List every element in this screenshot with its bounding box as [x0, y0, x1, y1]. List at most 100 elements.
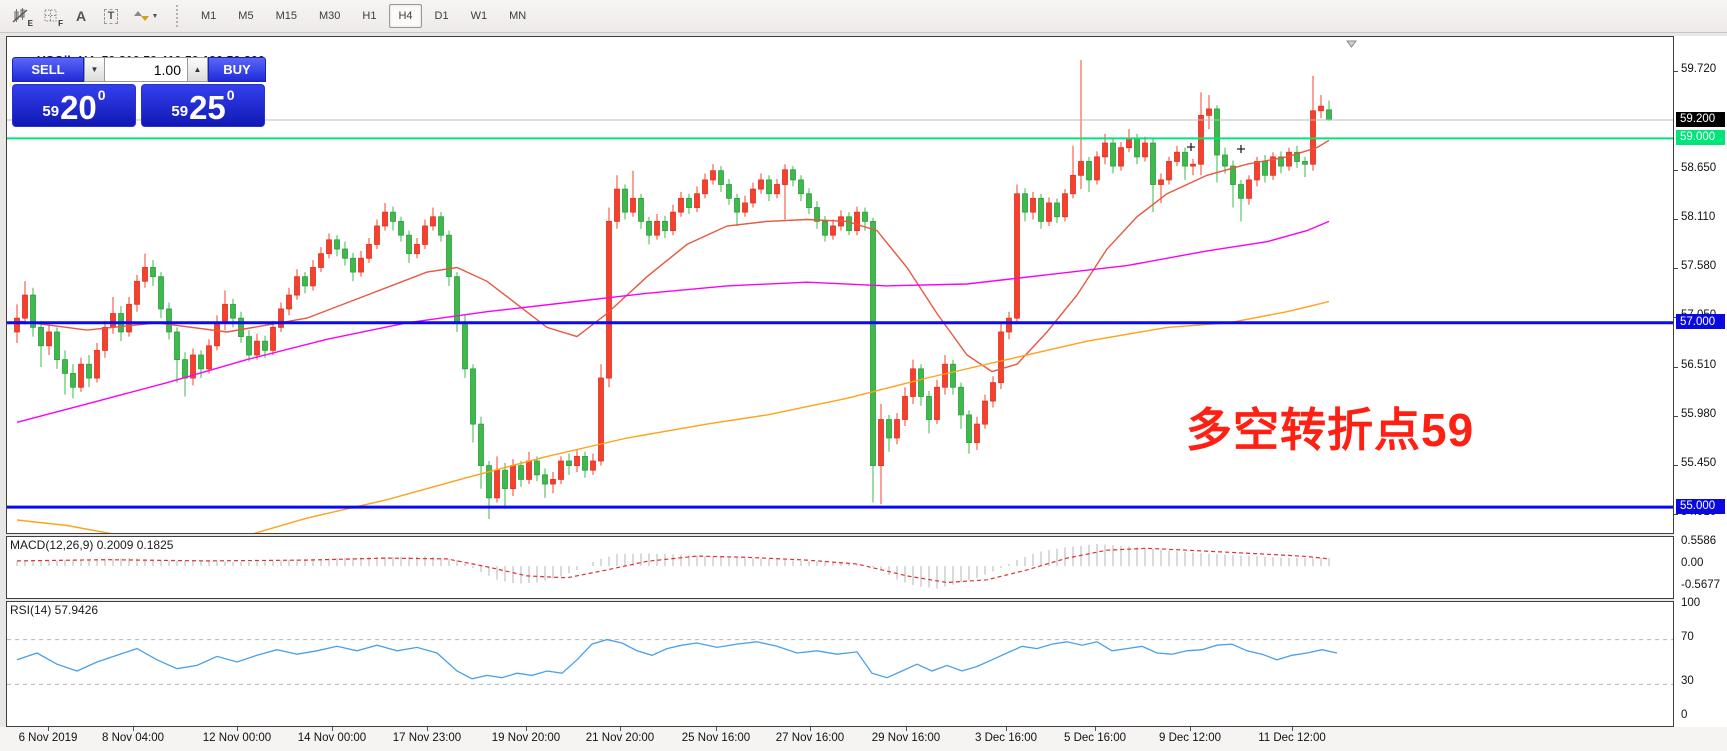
- plus-marker-0: [1187, 143, 1195, 151]
- time-axis-label: 3 Dec 16:00: [974, 732, 1038, 744]
- time-axis-tick: [620, 727, 621, 731]
- plus-marker-1: [1237, 145, 1245, 153]
- icon-badge-e: E: [27, 19, 33, 28]
- rsi-axis-label: 0: [1681, 709, 1688, 721]
- price-axis-label: 57.580: [1681, 260, 1717, 273]
- price-axis-label: 59.720: [1681, 63, 1717, 76]
- rsi-axis-label: 100: [1681, 597, 1701, 609]
- text-label-button[interactable]: A: [67, 3, 95, 29]
- toolbar: E F A T ▼ M1 M5 M15 M30 H1 H4 D1 W1 MN: [0, 0, 1727, 33]
- price-axis-tick: [1674, 71, 1678, 73]
- volume-increase-button[interactable]: ▲: [187, 57, 208, 82]
- time-axis-label: 17 Nov 23:00: [392, 732, 462, 744]
- time-axis-label: 21 Nov 20:00: [585, 732, 655, 744]
- arrange-arrows-icon: [133, 11, 149, 21]
- price-axis-label: 58.650: [1681, 161, 1717, 174]
- timeframe-button-m1[interactable]: M1: [201, 10, 217, 22]
- timeframe-button-mn[interactable]: MN: [509, 10, 527, 22]
- time-axis-tick: [526, 727, 527, 731]
- rsi-axis-label: 30: [1681, 675, 1694, 688]
- macd-panel[interactable]: [6, 536, 1674, 599]
- time-axis-label: 27 Nov 16:00: [775, 732, 845, 744]
- toolbar-separator: [176, 5, 184, 27]
- buy-button[interactable]: BUY: [208, 57, 266, 82]
- one-click-trading-widget: SELL ▼ ▲ BUY 59 20 0 59 25 0: [12, 57, 266, 127]
- sell-price-display[interactable]: 59 20 0: [12, 84, 136, 127]
- price-axis-tick: [1674, 219, 1678, 221]
- sell-price-big: 20: [60, 89, 97, 126]
- time-axis-label: 29 Nov 16:00: [871, 732, 941, 744]
- price-axis-tick: [1674, 366, 1678, 368]
- time-axis-label: 12 Nov 00:00: [202, 732, 272, 744]
- candlestick-chart[interactable]: [7, 37, 1673, 533]
- text-box-button[interactable]: T: [97, 3, 125, 29]
- time-axis-label: 9 Dec 12:00: [1158, 732, 1222, 744]
- price-chart-panel[interactable]: [6, 36, 1674, 534]
- time-axis-label: 8 Nov 04:00: [101, 732, 165, 744]
- macd-axis-label: -0.5677: [1681, 579, 1721, 592]
- rsi-panel[interactable]: [6, 601, 1674, 727]
- indicators-icon[interactable]: E: [7, 3, 35, 29]
- price-axis-tick: [1674, 464, 1678, 466]
- text-box-icon: T: [103, 8, 119, 24]
- timeframe-button-m30[interactable]: M30: [318, 10, 341, 22]
- time-axis-tick: [716, 727, 717, 731]
- price-axis-tick: [1674, 514, 1678, 516]
- price-axis-label: 56.510: [1681, 358, 1717, 371]
- grid-icon[interactable]: F: [37, 3, 65, 29]
- buy-price-display[interactable]: 59 25 0: [141, 84, 265, 127]
- price-badge-57.000: 57.000: [1676, 314, 1725, 330]
- time-axis-tick: [48, 727, 49, 731]
- price-badge-59.000: 59.000: [1676, 129, 1725, 145]
- candlestick-pencil-icon: [12, 8, 28, 23]
- sell-price-sup: 0: [97, 87, 106, 103]
- time-axis-tick: [237, 727, 238, 731]
- chart-shift-triangle-icon[interactable]: [1346, 40, 1357, 48]
- time-axis-label: 5 Dec 16:00: [1063, 732, 1127, 744]
- price-axis-label: 55.450: [1681, 456, 1717, 469]
- arrange-button[interactable]: ▼: [127, 3, 165, 29]
- rsi-line: [16, 638, 1338, 680]
- time-axis-tick: [810, 727, 811, 731]
- dropdown-caret-icon: ▼: [151, 12, 159, 20]
- volume-input[interactable]: [105, 57, 187, 82]
- timeframe-button-w1[interactable]: W1: [470, 10, 488, 22]
- rsi-axis-label: 70: [1681, 630, 1694, 643]
- sell-price-prefix: 59: [42, 103, 60, 120]
- text-label-icon: A: [75, 8, 87, 24]
- time-axis-label: 19 Nov 20:00: [491, 732, 561, 744]
- price-axis-tick: [1674, 169, 1678, 171]
- timeframe-button-m15[interactable]: M15: [275, 10, 297, 22]
- sell-button[interactable]: SELL: [12, 57, 84, 82]
- macd-signal-line: [16, 547, 1330, 584]
- timeframe-button-m5[interactable]: M5: [238, 10, 254, 22]
- macd-chart[interactable]: [7, 537, 1673, 598]
- time-axis-tick: [1292, 727, 1293, 731]
- price-badge-59.200: 59.200: [1676, 111, 1725, 127]
- time-axis-tick: [1095, 727, 1096, 731]
- time-axis-label: 6 Nov 2019: [18, 732, 78, 744]
- macd-axis-label: 0.5586: [1681, 534, 1717, 547]
- time-axis-tick: [1190, 727, 1191, 731]
- volume-decrease-button[interactable]: ▼: [84, 57, 105, 82]
- ma-fast-red: [16, 139, 1330, 373]
- time-axis-label: 25 Nov 16:00: [681, 732, 751, 744]
- timeframe-button-h1[interactable]: H1: [362, 10, 377, 22]
- price-badge-55.000: 55.000: [1676, 498, 1725, 514]
- buy-price-prefix: 59: [171, 103, 189, 120]
- ma-slow-orange: [16, 300, 1330, 533]
- time-axis-tick: [1006, 727, 1007, 731]
- rsi-chart[interactable]: [7, 602, 1673, 726]
- rsi-label: RSI(14) 57.9426: [10, 603, 99, 617]
- time-axis-tick: [133, 727, 134, 731]
- candlestick-series: [14, 60, 1332, 520]
- macd-label: MACD(12,26,9) 0.2009 0.1825: [10, 538, 174, 552]
- price-axis-label: 55.980: [1681, 407, 1717, 420]
- timeframe-button-d1[interactable]: D1: [434, 10, 449, 22]
- buy-price-sup: 0: [226, 87, 235, 103]
- price-axis-label: 58.110: [1681, 211, 1716, 224]
- price-axis-tick: [1674, 415, 1678, 417]
- timeframe-button-h4[interactable]: H4: [389, 4, 422, 28]
- time-axis-label: 14 Nov 00:00: [297, 732, 367, 744]
